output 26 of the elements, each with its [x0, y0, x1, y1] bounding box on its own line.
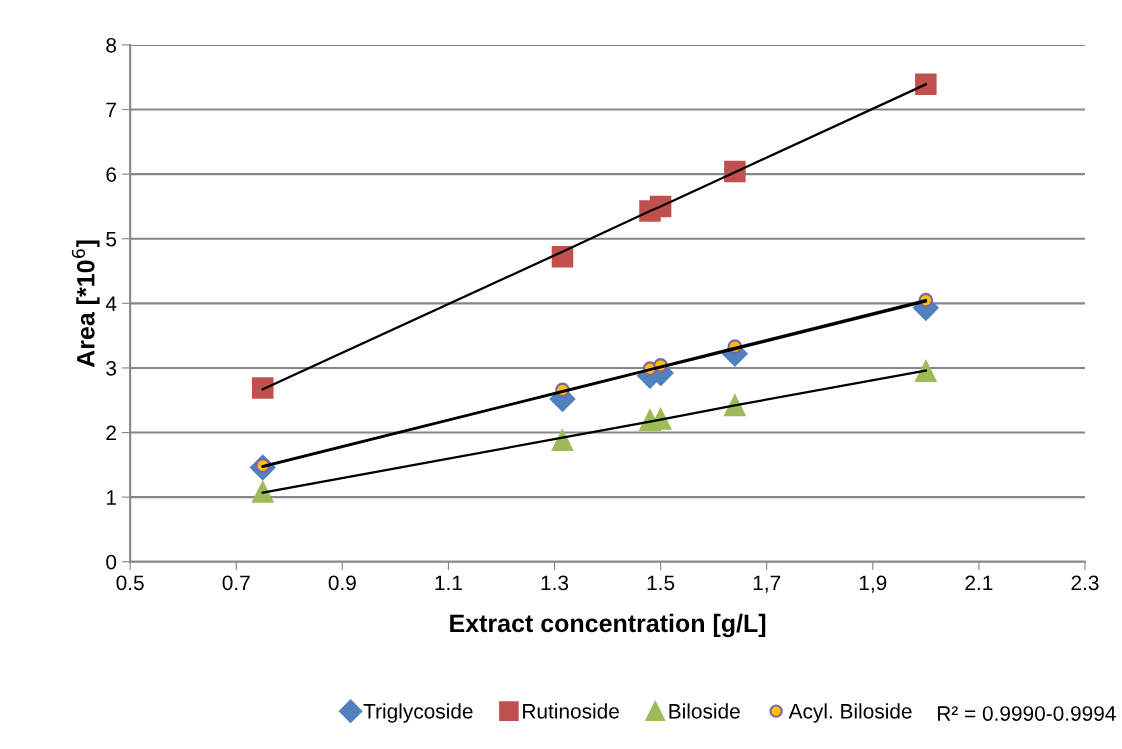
- y-tick-label: 3: [106, 360, 117, 376]
- legend-label: Rutinoside: [523, 703, 619, 719]
- y-tick-label: 1: [106, 490, 116, 505]
- x-tick-label: 0.7: [222, 575, 250, 591]
- y-axis-title: Area [*10$^{6}$]: [71, 240, 100, 368]
- y-tick-label: 7: [106, 102, 116, 118]
- x-tick-label: 1.1: [435, 575, 462, 591]
- y-tick-label: 8: [106, 37, 117, 53]
- legend-label: Acyl. Biloside: [788, 703, 912, 723]
- x-tick-label: 1.3: [541, 575, 569, 591]
- legend-label: Biloside: [669, 703, 740, 719]
- x-tick-label: 0.9: [328, 575, 356, 591]
- x-tick-label: 2.3: [1071, 575, 1099, 591]
- y-tick-label: 6: [106, 167, 117, 182]
- y-tick-label: 5: [106, 231, 117, 247]
- text: R² = 0.9990-0.9994: [938, 706, 1116, 721]
- y-tick-label: 0: [106, 554, 117, 570]
- x-tick-label: 1,7: [753, 575, 781, 593]
- y-tick-label: 2: [106, 425, 116, 441]
- x-tick-label: 1.5: [647, 575, 675, 591]
- x-tick-label: 1,9: [859, 575, 887, 593]
- y-tick-label: 4: [105, 296, 117, 311]
- x-axis-title: Extract concentration [g/L]: [450, 613, 766, 638]
- x-tick-label: 2.1: [965, 575, 993, 591]
- x-tick-label: 0.5: [116, 575, 144, 591]
- legend-label: Triglycoside: [363, 703, 473, 723]
